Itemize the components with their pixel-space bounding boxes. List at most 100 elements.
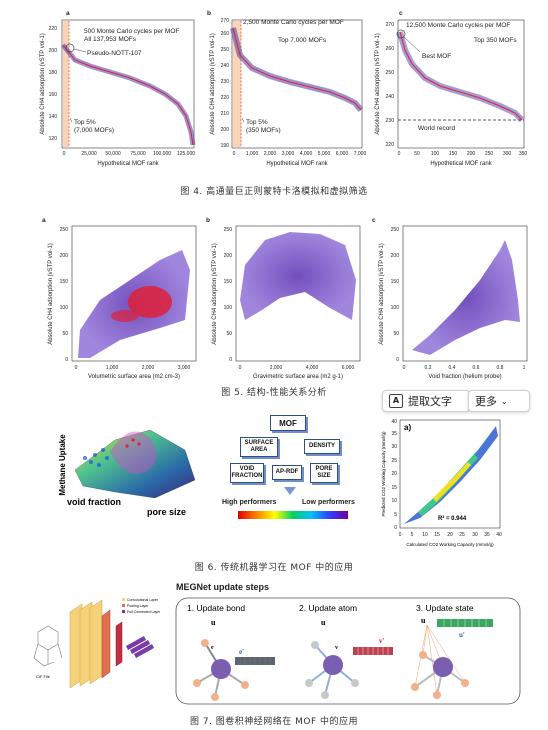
extract-text-button[interactable]: A 提取文字 [382,390,470,412]
fig4a-ytick: 140 [49,114,58,120]
fig4b-xlabel: Hypothetical MOF rank [266,161,328,167]
fig5c-ylabel: Absolute CH4 adsorption (vSTP vol-1) [379,243,385,345]
more-label: 更多 [475,395,497,408]
fig4a-ytick: 120 [49,136,58,142]
extract-text-label: 提取文字 [408,395,452,408]
megnet-step-1: 1. Update bond [187,603,245,613]
fig6-parity-xtick: 20 [447,532,453,538]
megnet-bond-graph: u e e′ [193,618,275,701]
mof-box: MOF [270,415,306,431]
fig4c-ylabel: Absolute CH4 adsorption (vSTP vol-1) [375,33,381,135]
fig4a-callout: Pseudo-NOTT-107 [87,50,142,57]
fig5c-xtick: 0.4 [449,365,456,371]
fig4c-note-2: Top 350 MOFs [474,37,517,44]
fig5b-ytick: 50 [226,331,232,337]
fig7-cnn-diagram: CIF File Convolutional Layer Pooling Lay… [33,598,161,689]
fig4b-ytick: 220 [221,95,230,101]
fig5b-ylabel: Absolute CH4 adsorption (vSTP vol-1) [212,243,218,345]
svg-text:u: u [211,618,216,627]
svg-text:e: e [211,645,214,651]
fig6-parity-letter: a) [404,423,411,432]
fig5a-ytick: 250 [60,227,69,233]
fig6-parity-xtick: 40 [496,532,502,538]
fig4c-xtick: 350 [519,151,528,157]
surface-area-box: SURFACE AREA [240,437,278,457]
fig4a-ytick: 220 [49,26,58,32]
fig6-parity-xtick: 15 [434,532,440,538]
fig6-parity-ytick: 5 [394,512,397,518]
fig5c-xtick: 0.8 [497,365,504,371]
density-box: DENSITY [304,439,340,454]
fig5-panels: a 0 50 100 150 200 250 0 1,000 2,000 3,0… [42,217,528,380]
fig6-parity-xlabel: Calculated CO2 Working Capacity (mmol/g) [406,542,494,547]
fig6-parity-xtick: 10 [422,532,428,538]
ap-rdf-box: AP-RDF [272,465,302,480]
fig5a-ytick: 150 [60,279,69,285]
fig6-parity-ytick: 30 [391,444,397,450]
fig6-parity-xtick: 25 [459,532,465,538]
fig4c-xtick: 200 [467,151,476,157]
fig5c-ytick: 0 [396,357,399,363]
svg-text:v: v [335,645,338,651]
fig5a-ylabel: Absolute CH4 adsorption (vSTP vol-1) [48,243,54,345]
fig5b-ytick: 100 [224,305,233,311]
fig4b-ytick: 250 [221,47,230,53]
megnet-step-3: 3. Update state [416,603,474,613]
fig4c-ytick: 230 [386,118,395,124]
fig4c-note-1: 12,500 Monte Carlo cycles per MOF [406,22,510,29]
fig4-caption: 图 4. 高通量巨正则蒙特卡洛模拟和虚拟筛选 [180,187,368,197]
fig4b-ytick: 210 [221,111,230,117]
fig5a-xtick: 1,000 [106,365,119,371]
fig4b-note-2: Top 7,000 MOFs [278,37,327,44]
fig4c-ytick: 260 [386,46,395,52]
fig4b-note-1: 2,500 Monte Carlo cycles per MOF [243,19,344,26]
fig5c-xlabel: Void fraction (helium probe) [428,374,501,380]
fig6-flowchart: MOF SURFACE AREA DENSITY VOID FRACTION A… [222,415,362,525]
fig4c-xtick: 150 [449,151,458,157]
svg-text:v′: v′ [379,637,385,645]
fig6-parity-ytick: 40 [391,419,397,425]
fig4b-ytick: 240 [221,63,230,69]
fig6-parity-ytick: 25 [391,458,397,464]
fig5c-ytick: 250 [391,227,400,233]
fig5c-ytick: 50 [393,331,399,337]
fig4b-top-2: (350 MOFs) [246,127,281,134]
fig5a-xlabel: Volumetric surface area (m2 cm-3) [88,374,180,380]
fig6-parity-xtick: 0 [399,532,402,538]
fig4c-xtick: 100 [431,151,440,157]
fig4b-ylabel: Absolute CH4 adsorption (vSTP vol-1) [210,33,216,135]
svg-text:e′: e′ [239,648,244,656]
fig6-r2: R² = 0.944 [438,515,467,522]
fig4c-record: World record [418,125,455,132]
megnet-title: MEGNet update steps [176,582,270,592]
fig4-panels: a 500 Monte Carlo cycles per MOF All 137… [40,10,528,167]
fig4c-ytick: 250 [386,70,395,76]
fig6-parity-ytick: 15 [391,485,397,491]
cif-structure-icon [33,625,63,667]
fig5c-ytick: 200 [391,253,400,259]
fig4a-ylabel: Absolute CH4 adsorption (vSTP vol-1) [40,33,46,135]
fig6-parity-ytick: 35 [391,431,397,437]
fig4a-top-2: (7,000 MOFs) [74,127,114,134]
fig5a-xtick: 0 [75,365,78,371]
fig6-surface-plot: Methane Uptake void fraction pore size [58,429,196,517]
fig4b-ytick: 260 [221,31,230,37]
megnet-step-2: 2. Update atom [299,603,357,613]
fig6-parity-ytick: 10 [391,498,397,504]
fig4a-xtick: 25,000 [81,151,97,157]
fig6-void-fraction-label: void fraction [67,497,121,507]
fig4a-xtick: 100,000 [153,151,171,157]
fig4b-ytick: 230 [221,79,230,85]
fig4b-xtick: 0 [233,151,236,157]
more-button[interactable]: 更多 ⌄ [468,390,530,412]
megnet-state-graph: u u′ [411,616,493,699]
fig6-parity-ytick: 0 [394,525,397,531]
fig7-caption: 图 7. 图卷积神经网络在 MOF 中的应用 [189,717,359,727]
fig6-zlabel: Methane Uptake [58,434,67,496]
fig5c-xtick: 1 [523,365,526,371]
fig5b-letter: b [206,217,210,224]
fig6-pore-size-label: pore size [147,507,186,517]
fig5b-ytick: 0 [229,357,232,363]
legend-conv: Convolutional Layer [127,598,159,602]
fig4a-xtick: 50,000 [105,151,121,157]
